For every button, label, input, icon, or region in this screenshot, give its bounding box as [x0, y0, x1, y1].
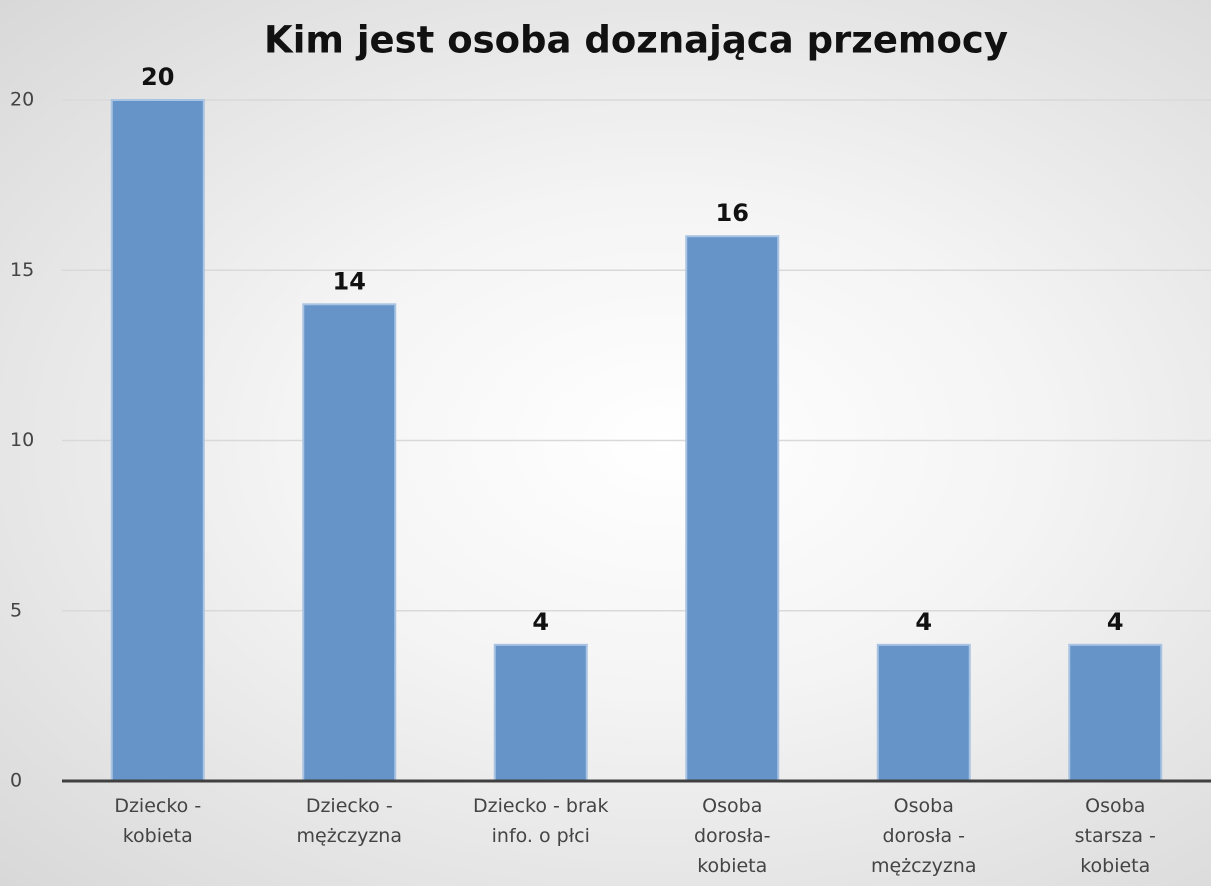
y-tick-label: 0: [10, 770, 22, 792]
data-label: 4: [532, 608, 549, 636]
y-tick-label: 15: [10, 259, 34, 281]
bar: [302, 303, 397, 782]
bar: [110, 99, 205, 782]
bar: [685, 235, 780, 782]
bar: [493, 643, 588, 782]
data-label: 20: [141, 63, 174, 91]
data-label: 14: [333, 267, 366, 295]
x-tick-label: Osoba dorosła- kobieta: [693, 795, 771, 877]
x-tick-label: Dziecko - mężczyzna: [296, 795, 403, 847]
bar: [876, 643, 971, 782]
data-label: 4: [1107, 608, 1124, 636]
data-label: 4: [915, 608, 932, 636]
bar: [1068, 643, 1163, 782]
y-tick-label: 10: [10, 429, 34, 451]
y-tick-label: 20: [10, 89, 34, 111]
x-tick-label: Osoba starsza - kobieta: [1074, 795, 1156, 877]
x-tick-label: Dziecko - kobieta: [114, 795, 202, 847]
data-label: 16: [716, 199, 749, 227]
x-tick-label: Osoba dorosła - mężczyzna: [871, 795, 977, 877]
chart-title: Kim jest osoba doznająca przemocy: [264, 19, 1008, 62]
y-tick-label: 5: [10, 599, 22, 621]
x-tick-label: Dziecko - brak info. o płci: [473, 795, 609, 847]
